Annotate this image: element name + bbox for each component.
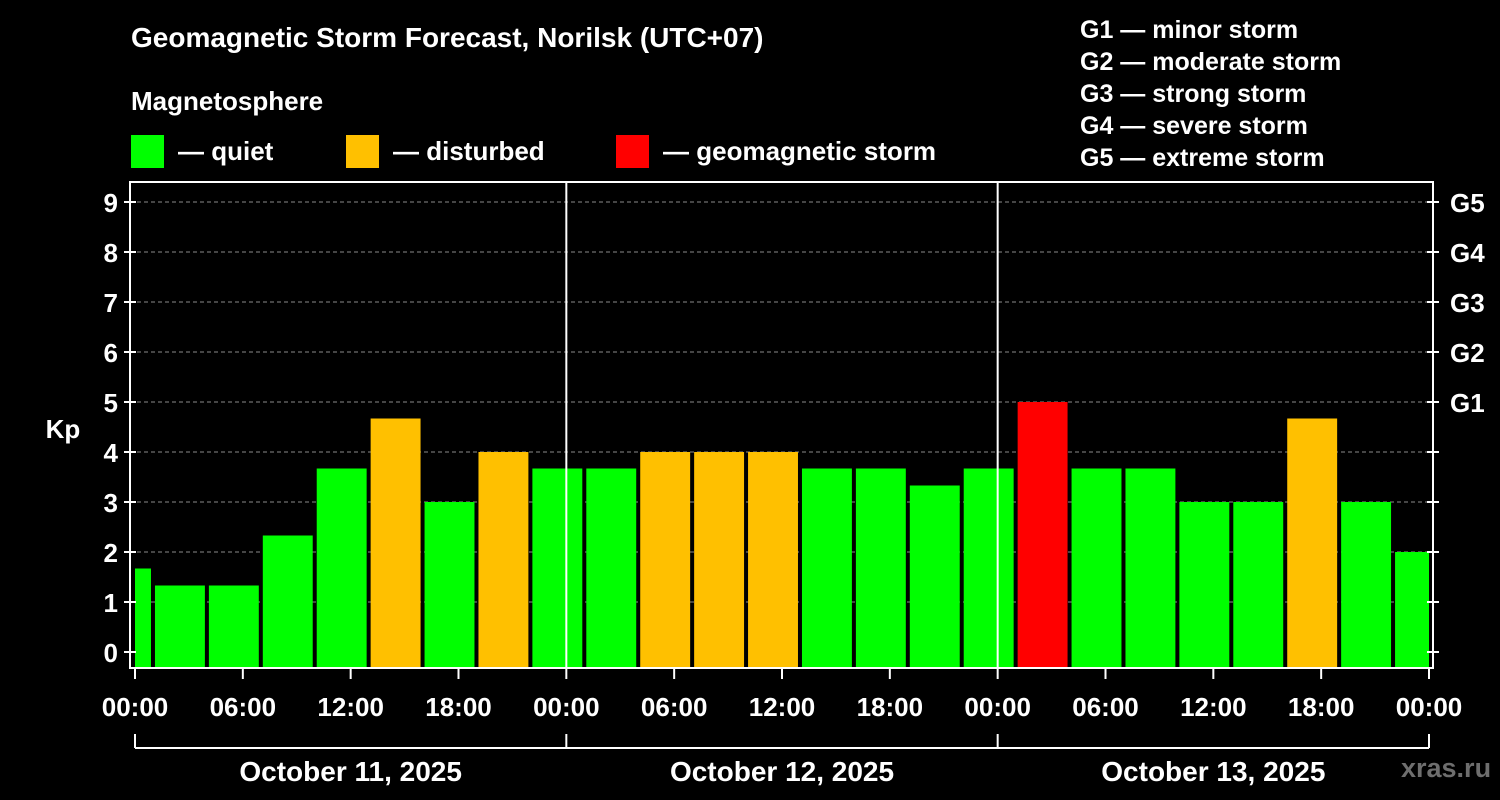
x-tick-label: 06:00 bbox=[641, 692, 708, 722]
x-tick-label: 00:00 bbox=[1396, 692, 1463, 722]
x-tick-label: 12:00 bbox=[317, 692, 384, 722]
x-tick-label: 06:00 bbox=[210, 692, 277, 722]
g-level-label: G2 bbox=[1450, 338, 1485, 368]
kp-bar bbox=[424, 502, 475, 668]
g-scale-item: G3 — strong storm bbox=[1080, 80, 1307, 108]
kp-bar bbox=[909, 485, 960, 668]
y-tick-label: 7 bbox=[104, 288, 118, 318]
date-label: October 12, 2025 bbox=[670, 756, 894, 787]
g-level-label: G3 bbox=[1450, 288, 1485, 318]
kp-bar bbox=[1287, 418, 1338, 668]
date-label: October 13, 2025 bbox=[1101, 756, 1325, 787]
g-level-label: G5 bbox=[1450, 188, 1485, 218]
legend-swatch-storm bbox=[616, 134, 649, 168]
x-tick-label: 12:00 bbox=[749, 692, 816, 722]
x-tick-label: 00:00 bbox=[964, 692, 1031, 722]
kp-bar bbox=[1125, 468, 1176, 668]
kp-bar bbox=[1341, 502, 1392, 668]
kp-bar bbox=[154, 585, 205, 668]
x-tick-label: 12:00 bbox=[1180, 692, 1247, 722]
g-level-label: G1 bbox=[1450, 388, 1485, 418]
legend-label-storm: — geomagnetic storm bbox=[663, 135, 937, 166]
kp-bar bbox=[316, 468, 367, 668]
kp-bar bbox=[855, 468, 906, 668]
kp-bar bbox=[478, 452, 529, 668]
kp-bar bbox=[135, 568, 151, 668]
y-tick-label: 1 bbox=[104, 588, 118, 618]
legend-item-disturbed: — disturbed bbox=[346, 134, 545, 168]
x-tick-label: 18:00 bbox=[1288, 692, 1355, 722]
chart-subtitle: Magnetosphere bbox=[131, 86, 324, 116]
kp-bar bbox=[640, 452, 691, 668]
y-tick-label: 4 bbox=[104, 438, 119, 468]
kp-bar bbox=[208, 585, 259, 668]
y-axis-label: Kp bbox=[46, 414, 81, 444]
kp-bar bbox=[1071, 468, 1122, 668]
x-tick-label: 18:00 bbox=[425, 692, 492, 722]
y-tick-label: 3 bbox=[104, 488, 118, 518]
legend-swatch-quiet bbox=[131, 134, 164, 168]
y-tick-label: 9 bbox=[104, 188, 118, 218]
y-tick-label: 6 bbox=[104, 338, 118, 368]
kp-bar bbox=[370, 418, 421, 668]
kp-bar bbox=[1179, 502, 1230, 668]
kp-bar bbox=[1395, 552, 1429, 668]
g-level-label: G4 bbox=[1450, 238, 1485, 268]
y-tick-label: 5 bbox=[104, 388, 118, 418]
g-scale-item: G1 — minor storm bbox=[1080, 16, 1299, 44]
legend-label-disturbed: — disturbed bbox=[393, 135, 545, 166]
kp-bar bbox=[1233, 502, 1284, 668]
kp-bar bbox=[262, 535, 313, 668]
kp-bar bbox=[748, 452, 798, 668]
chart-title: Geomagnetic Storm Forecast, Norilsk (UTC… bbox=[131, 22, 764, 53]
x-tick-label: 00:00 bbox=[102, 692, 169, 722]
g-scale-legend: G1 — minor storm G2 — moderate storm G3 … bbox=[1080, 14, 1341, 174]
legend-label-quiet: — quiet bbox=[178, 135, 274, 166]
legend-item-storm: — geomagnetic storm bbox=[616, 134, 936, 168]
g-scale-item: G5 — extreme storm bbox=[1080, 144, 1325, 172]
kp-bar bbox=[586, 468, 637, 668]
date-label: October 11, 2025 bbox=[239, 756, 462, 787]
g-scale-item: G4 — severe storm bbox=[1080, 112, 1308, 140]
kp-bar bbox=[694, 452, 745, 668]
g-scale-item: G2 — moderate storm bbox=[1080, 48, 1342, 76]
watermark: xras.ru bbox=[1401, 753, 1492, 783]
y-tick-label: 8 bbox=[104, 238, 118, 268]
x-tick-label: 00:00 bbox=[533, 692, 600, 722]
legend-swatch-disturbed bbox=[346, 134, 379, 168]
x-tick-label: 18:00 bbox=[857, 692, 924, 722]
x-tick-label: 06:00 bbox=[1072, 692, 1139, 722]
y-tick-label: 0 bbox=[104, 638, 118, 668]
kp-bar bbox=[963, 468, 1014, 668]
kp-bar bbox=[801, 468, 852, 668]
legend-item-quiet: — quiet bbox=[131, 134, 273, 168]
y-tick-label: 2 bbox=[104, 538, 118, 568]
kp-bar bbox=[1017, 402, 1068, 668]
kp-bar bbox=[532, 468, 583, 668]
